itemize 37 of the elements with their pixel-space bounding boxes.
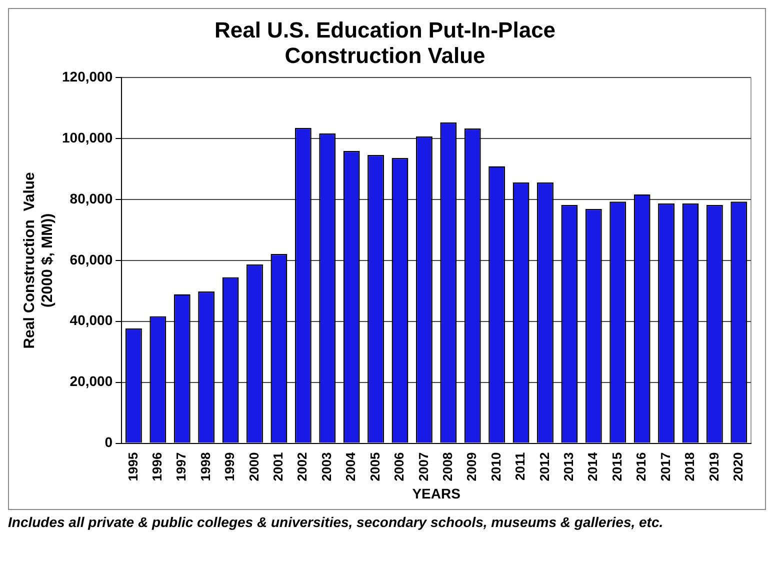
y-tick-label: 0 bbox=[104, 434, 113, 450]
x-tick-label: 2012 bbox=[536, 452, 552, 482]
x-tick-label: 2015 bbox=[609, 452, 624, 482]
y-tick-label: 100,000 bbox=[62, 129, 113, 146]
chart-title: Real U.S. Education Put-In-Place Construction Value bbox=[214, 18, 556, 68]
x-tick-label: 1997 bbox=[174, 452, 189, 482]
x-tick-label: 2014 bbox=[585, 452, 600, 482]
x-tick-label: 2017 bbox=[658, 452, 673, 482]
x-tick-label: 1998 bbox=[198, 452, 213, 482]
y-tick-label: 40,000 bbox=[70, 312, 113, 328]
x-tick-label: 2009 bbox=[464, 452, 480, 482]
x-tick-label: 2004 bbox=[343, 452, 358, 482]
x-tick-label: 1996 bbox=[149, 452, 164, 482]
x-tick-label: 2002 bbox=[294, 452, 310, 482]
x-tick-label: 2010 bbox=[488, 452, 504, 482]
x-tick-label: 2006 bbox=[392, 452, 407, 482]
x-tick-label: 2000 bbox=[246, 452, 262, 482]
x-axis-title: YEARS bbox=[412, 485, 460, 502]
x-tick-label: 2007 bbox=[416, 452, 431, 482]
x-tick-label: 2016 bbox=[634, 452, 649, 482]
x-tick-label: 2003 bbox=[318, 452, 334, 482]
x-tick-label: 2013 bbox=[561, 452, 576, 482]
y-axis-title: Real Construction Value (2000 $, MM)) bbox=[21, 172, 56, 349]
y-tick-label: 120,000 bbox=[62, 68, 113, 84]
y-tick-label: 80,000 bbox=[70, 190, 113, 206]
x-tick-label: 2020 bbox=[730, 452, 746, 482]
text: Includes all private & public colleges & universities, secondary schools, museums & galleries, etc. bbox=[8, 514, 664, 530]
x-tick-label: 2005 bbox=[367, 452, 382, 482]
x-tick-label: 2018 bbox=[682, 452, 698, 482]
y-tick-label: 20,000 bbox=[70, 373, 113, 390]
x-tick-label: 2001 bbox=[270, 452, 286, 482]
x-tick-label: 2019 bbox=[706, 452, 722, 482]
x-tick-label: 2011 bbox=[512, 452, 528, 480]
x-tick-label: 1995 bbox=[125, 452, 140, 482]
x-tick-label: 2008 bbox=[440, 452, 455, 482]
y-tick-label: 60,000 bbox=[70, 251, 113, 268]
x-tick-label: 1999 bbox=[222, 452, 238, 482]
